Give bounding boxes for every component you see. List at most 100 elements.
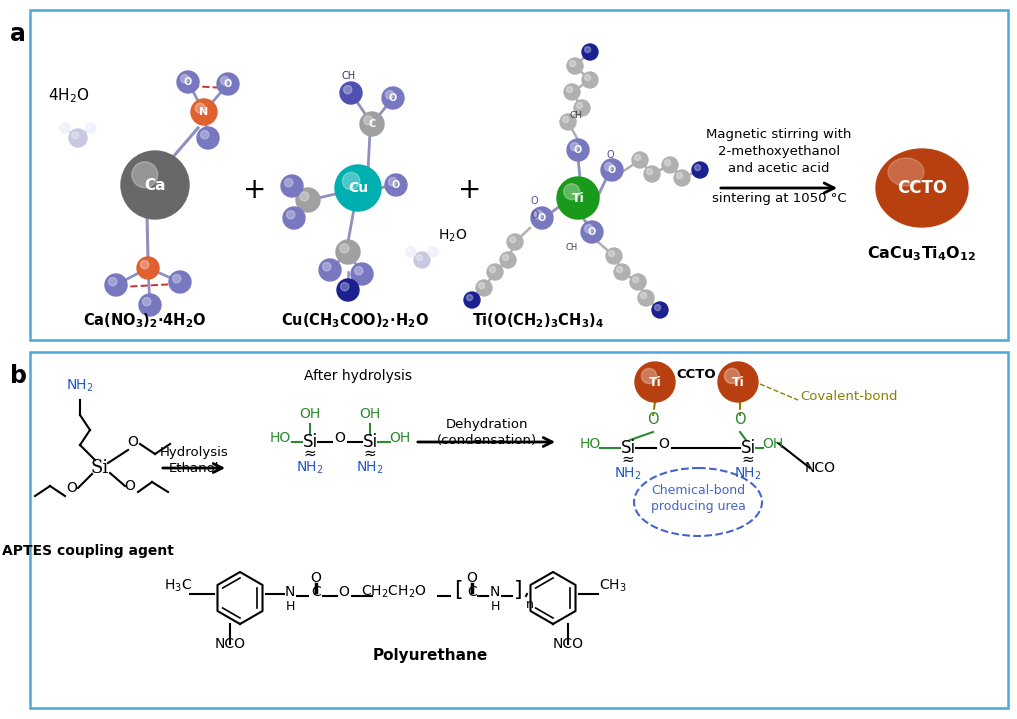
Circle shape [72,132,78,139]
Text: C: C [311,585,321,599]
Text: and acetic acid: and acetic acid [728,162,830,175]
Circle shape [105,274,127,296]
Text: CCTO: CCTO [897,179,947,197]
Circle shape [336,240,360,264]
Circle shape [62,124,65,129]
FancyBboxPatch shape [29,352,1008,708]
Circle shape [562,116,569,123]
Circle shape [137,257,159,279]
Circle shape [319,259,341,281]
Circle shape [414,252,430,268]
Circle shape [674,170,690,186]
Text: O: O [184,77,192,87]
Text: N: N [285,585,295,599]
Circle shape [644,166,660,182]
Text: O: O [659,437,669,451]
Text: Ti: Ti [731,375,744,388]
Circle shape [571,142,579,151]
Text: O: O [467,571,477,585]
Text: O: O [124,479,135,493]
Text: Chemical-bond: Chemical-bond [651,484,745,497]
Text: NH$_2$: NH$_2$ [734,466,762,482]
Text: 2-methoxyethanol: 2-methoxyethanol [718,145,840,158]
Circle shape [500,252,516,268]
Text: CCTO: CCTO [676,368,716,381]
Circle shape [662,157,678,173]
Text: ≈: ≈ [304,446,316,461]
Circle shape [601,159,623,181]
Circle shape [385,91,394,99]
Circle shape [287,211,295,219]
Text: ≈: ≈ [741,452,755,467]
Circle shape [633,277,639,283]
Text: N: N [490,585,500,599]
Text: CH$_3$: CH$_3$ [599,578,626,595]
Text: sintering at 1050 °C: sintering at 1050 °C [712,192,846,205]
Circle shape [567,58,583,74]
Circle shape [355,267,363,275]
Text: Magnetic stirring with: Magnetic stirring with [707,128,851,141]
Circle shape [535,211,543,219]
Text: O: O [530,196,538,206]
Circle shape [585,75,591,81]
Circle shape [507,234,523,250]
Text: Dehydration: Dehydration [445,418,528,431]
Circle shape [360,112,384,136]
Circle shape [364,116,373,125]
Circle shape [197,127,219,149]
Circle shape [567,139,589,161]
Circle shape [429,249,433,252]
Circle shape [335,165,381,211]
Circle shape [344,86,352,94]
Circle shape [570,60,576,67]
Circle shape [217,73,239,95]
Text: $\mathbf{CaCu_3Ti_4O_{12}}$: $\mathbf{CaCu_3Ti_4O_{12}}$ [868,244,976,262]
Text: b: b [10,364,27,388]
Circle shape [724,368,739,384]
Circle shape [641,293,647,298]
Circle shape [200,131,208,139]
Text: producing urea: producing urea [651,500,745,513]
Text: $\mathbf{Ti(O(CH_2)_3CH_3)_4}$: $\mathbf{Ti(O(CH_2)_3CH_3)_4}$ [472,311,604,330]
Text: O: O [224,79,232,89]
Circle shape [655,305,661,311]
Circle shape [283,207,305,229]
Text: O: O [127,435,138,449]
Circle shape [428,247,438,257]
Text: ]: ] [514,580,523,600]
Text: APTES coupling agent: APTES coupling agent [2,544,174,558]
Text: ≈: ≈ [364,446,376,461]
Circle shape [341,283,349,291]
Text: Cu: Cu [348,181,368,195]
Circle shape [585,224,593,233]
Circle shape [408,249,412,252]
Circle shape [642,368,657,384]
Text: O: O [66,481,77,495]
Circle shape [557,177,599,219]
Text: Si: Si [302,433,317,451]
Circle shape [563,184,580,200]
Text: O: O [647,412,659,427]
FancyBboxPatch shape [29,10,1008,340]
Circle shape [388,178,397,186]
Circle shape [566,86,573,93]
Circle shape [647,168,653,175]
Text: OH: OH [763,437,784,451]
Circle shape [608,250,614,257]
Circle shape [652,302,668,318]
Text: O: O [392,180,400,190]
Circle shape [630,274,646,290]
Circle shape [635,155,641,160]
Text: [: [ [454,580,463,600]
Circle shape [718,362,758,402]
Circle shape [87,124,92,129]
Circle shape [86,123,96,133]
Circle shape [531,207,553,229]
Text: Ca: Ca [144,178,166,193]
Text: Si: Si [740,439,756,457]
Circle shape [616,267,622,273]
Text: Polyurethane: Polyurethane [372,648,487,663]
Circle shape [385,174,407,196]
Text: 4H$_2$O: 4H$_2$O [48,86,89,105]
Circle shape [281,175,303,197]
